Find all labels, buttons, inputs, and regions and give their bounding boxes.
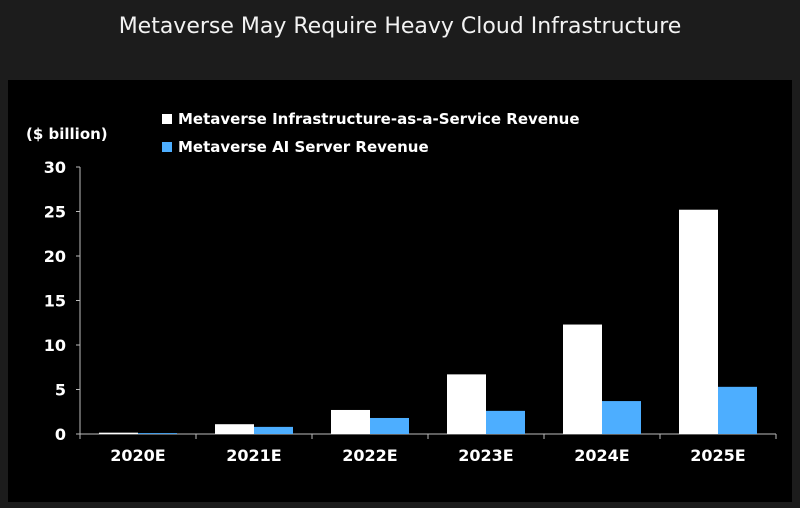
legend-item-ai-server: Metaverse AI Server Revenue [162,133,580,161]
y-axis-label: ($ billion) [26,125,108,143]
legend-item-iaas: Metaverse Infrastructure-as-a-Service Re… [162,105,580,133]
y-tick-label: 30 [44,158,66,177]
bar-ai-server [254,426,293,434]
x-tick-label: 2020E [110,446,165,465]
chart-title: Metaverse May Require Heavy Cloud Infras… [118,14,682,39]
legend-label-ai-server: Metaverse AI Server Revenue [178,138,429,156]
bar-iaas [99,432,138,434]
legend-swatch-iaas [162,114,172,124]
x-tick-label: 2023E [458,446,513,465]
bar-iaas [679,209,718,434]
legend: Metaverse Infrastructure-as-a-Service Re… [162,105,580,161]
x-tick-label: 2024E [574,446,629,465]
y-tick-label: 0 [55,425,66,444]
bar-iaas [331,409,370,434]
x-tick-label: 2022E [342,446,397,465]
y-tick-label: 20 [44,247,66,266]
x-tick-label: 2025E [690,446,745,465]
bar-iaas [447,374,486,434]
bar-iaas [215,424,254,434]
bar-iaas [563,324,602,434]
bar-ai-server [602,401,641,434]
bar-ai-server [718,386,757,434]
y-tick-label: 10 [44,336,66,355]
y-tick-label: 25 [44,203,66,222]
y-tick-label: 15 [44,292,66,311]
bar-ai-server [370,417,409,434]
bar-ai-server [486,410,525,434]
x-tick-label: 2021E [226,446,281,465]
legend-label-iaas: Metaverse Infrastructure-as-a-Service Re… [178,110,580,128]
legend-swatch-ai-server [162,142,172,152]
y-tick-label: 5 [55,381,66,400]
bar-ai-server [138,433,177,434]
